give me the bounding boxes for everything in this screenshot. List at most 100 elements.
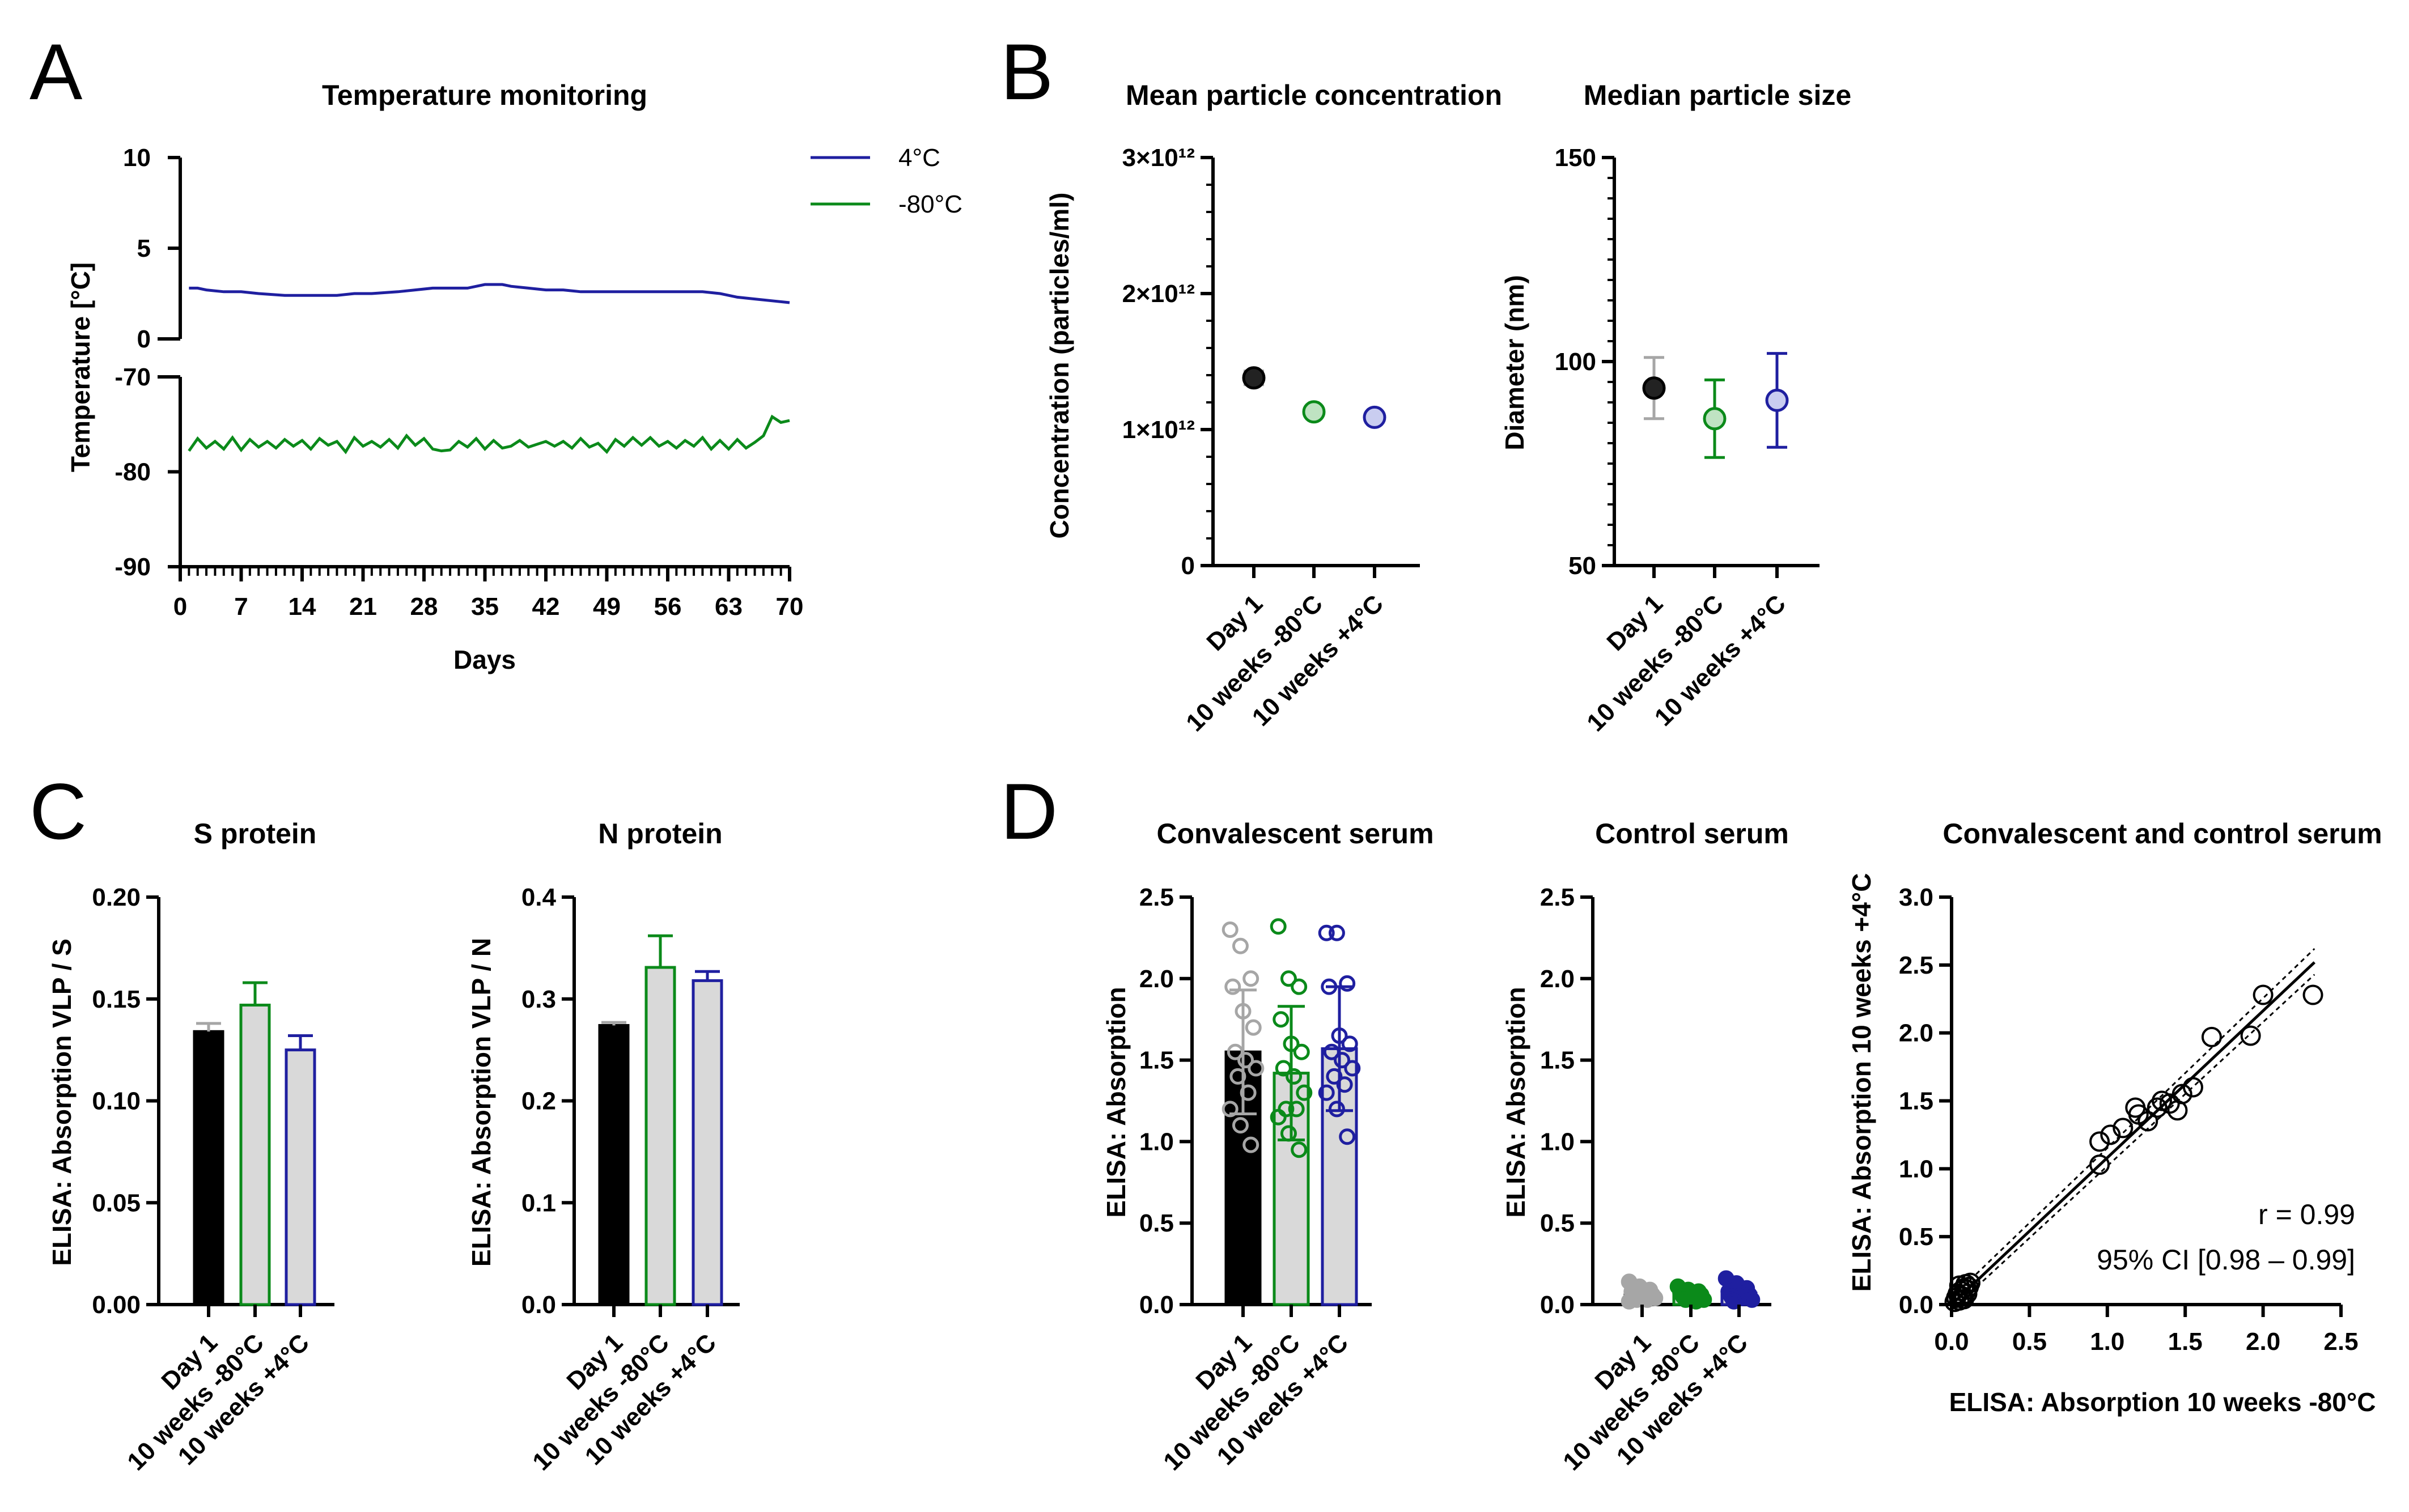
chart-d2-data-point xyxy=(1621,1293,1638,1310)
chart-a-y-tick-label: -90 xyxy=(114,553,151,581)
chart-d1-data-point xyxy=(1273,1011,1290,1028)
chart-b1-y-tick-label: 2×10¹² xyxy=(1122,280,1195,308)
chart-d1-y-tick-label: 2.0 xyxy=(1139,965,1174,993)
chart-c2-y-tick-label: 0.4 xyxy=(521,884,557,911)
chart-d1-data-point xyxy=(1280,1125,1297,1142)
chart-d2-y-tick-label: 1.0 xyxy=(1540,1128,1575,1156)
chart-d1-data-point xyxy=(1237,1052,1254,1069)
chart-d2-data-point xyxy=(1687,1293,1704,1310)
chart-d2-data-point xyxy=(1639,1291,1656,1308)
chart-d3-data-point xyxy=(2113,1118,2134,1139)
chart-c1-y-tick-label: 0.10 xyxy=(92,1088,141,1115)
chart-d3-data-point xyxy=(2137,1111,2158,1132)
chart-d1-data-point xyxy=(1283,1035,1300,1052)
chart-c2-y-tick-label: 0.1 xyxy=(521,1189,556,1217)
panel-label-b: B xyxy=(1000,27,1053,116)
chart-a-x-tick-label: 56 xyxy=(654,593,682,621)
chart-d1-y-tick-label: 0.5 xyxy=(1139,1209,1174,1237)
chart-b2-point xyxy=(1765,388,1789,412)
chart-b1-point xyxy=(1242,366,1266,390)
chart-a-x-tick-label: 35 xyxy=(471,593,499,621)
chart-b1-y-tick-label: 1×10¹² xyxy=(1122,416,1195,444)
chart-a-series-4c-line xyxy=(189,283,790,304)
chart-d1-data-point xyxy=(1339,975,1356,992)
chart-b2-ylabel: Diameter (nm) xyxy=(1500,275,1529,450)
chart-d1-data-point xyxy=(1222,1101,1239,1118)
chart-d1-data-point xyxy=(1232,1117,1249,1134)
chart-a-title: Temperature monitoring xyxy=(322,79,647,111)
chart-d1-data-point xyxy=(1288,1101,1305,1118)
chart-d1-data-point xyxy=(1318,924,1335,941)
chart-d1-data-point xyxy=(1336,1076,1353,1093)
chart-d3-y-tick-label: 0.5 xyxy=(1899,1223,1933,1251)
chart-d1-data-point xyxy=(1318,1084,1335,1101)
chart-c2-y-tick-label: 0.3 xyxy=(521,986,556,1013)
chart-c1-ylabel: ELISA: Absorption VLP / S xyxy=(47,938,77,1266)
chart-d3-x-tick-label: 0.0 xyxy=(1934,1328,1969,1356)
chart-b2-point xyxy=(1642,376,1666,400)
chart-b2-y-tick-label: 50 xyxy=(1568,552,1596,580)
chart-b1-ylabel: Concentration (particles/ml) xyxy=(1045,193,1074,539)
chart-d1-data-point xyxy=(1242,1136,1259,1153)
chart-b1-title: Mean particle concentration xyxy=(1126,79,1502,111)
chart-d3-data-point xyxy=(2089,1154,2110,1175)
chart-c2-bar xyxy=(644,966,676,1306)
chart-d2-data-point xyxy=(1725,1293,1742,1310)
chart-a-x-tick-label: 21 xyxy=(349,593,377,621)
legend-label-4c: 4°C xyxy=(898,144,940,172)
chart-d2-y-tick-label: 1.5 xyxy=(1540,1047,1575,1074)
chart-a-ylabel: Temperature [°C] xyxy=(66,262,95,472)
chart-d3-data-point xyxy=(2089,1131,2110,1152)
chart-c1-y-tick-label: 0.15 xyxy=(92,986,141,1013)
chart-d3-x-tick-label: 1.5 xyxy=(2168,1328,2203,1356)
chart-d1-data-point xyxy=(1328,1101,1345,1118)
chart-b1-y-tick-label: 0 xyxy=(1181,552,1195,580)
chart-a-y-tick-label: -70 xyxy=(114,363,151,391)
chart-c2-y-tick-label: 0.0 xyxy=(521,1291,556,1319)
chart-d3-y-tick-label: 1.0 xyxy=(1899,1155,1933,1183)
chart-d1-data-point xyxy=(1323,1043,1340,1060)
chart-d1-ylabel: ELISA: Absorption xyxy=(1101,987,1131,1217)
chart-b2-point xyxy=(1703,407,1727,431)
chart-d1-data-point xyxy=(1341,1035,1358,1052)
chart-d3-r-annotation: r = 0.99 xyxy=(2258,1199,2355,1230)
chart-d3-data-point xyxy=(1953,1289,1974,1310)
chart-d3-x-tick-label: 2.0 xyxy=(2246,1328,2280,1356)
chart-a-x-tick-label: 28 xyxy=(410,593,438,621)
chart-d1-data-point xyxy=(1296,1084,1313,1101)
chart-a-x-tick-label: 63 xyxy=(715,593,743,621)
chart-c1-bar xyxy=(193,1030,224,1306)
chart-a-x-tick-label: 7 xyxy=(234,593,248,621)
chart-d3-data-point xyxy=(2182,1077,2203,1098)
chart-d3-y-tick-label: 2.5 xyxy=(1899,952,1933,979)
chart-d3-data-point xyxy=(2253,984,2274,1005)
chart-d1-data-point xyxy=(1291,978,1308,995)
chart-c1-title: S protein xyxy=(194,818,317,850)
chart-c1-y-tick-label: 0.05 xyxy=(92,1189,141,1217)
chart-d3-data-point xyxy=(2240,1025,2261,1046)
chart-a-x-tick-label: 70 xyxy=(776,593,804,621)
chart-c2-ylabel: ELISA: Absorption VLP / N xyxy=(466,938,496,1267)
chart-d1-data-point xyxy=(1240,1084,1257,1101)
chart-d2-y-tick-label: 2.5 xyxy=(1540,884,1575,911)
chart-d1-data-point xyxy=(1227,1043,1244,1060)
chart-b2-y-tick-label: 100 xyxy=(1555,348,1596,376)
chart-d2-y-tick-label: 2.0 xyxy=(1540,965,1575,993)
chart-d3-x-tick-label: 2.5 xyxy=(2323,1328,2358,1356)
chart-d3-y-tick-label: 1.5 xyxy=(1899,1088,1933,1115)
chart-d3-fit-line xyxy=(1950,961,2315,1306)
chart-d2-ylabel: ELISA: Absorption xyxy=(1501,987,1530,1217)
chart-b1-point xyxy=(1363,405,1386,429)
chart-d1-title: Convalescent serum xyxy=(1156,818,1433,850)
chart-a-x-tick-label: 14 xyxy=(289,593,316,621)
chart-d1-data-point xyxy=(1291,1141,1308,1158)
chart-d1-data-point xyxy=(1229,1068,1246,1085)
chart-d1-data-point xyxy=(1235,1003,1252,1020)
chart-b2-title: Median particle size xyxy=(1584,79,1851,111)
chart-d3-data-point xyxy=(1957,1279,1978,1300)
chart-d1-data-point xyxy=(1321,978,1338,995)
chart-c2-y-tick-label: 0.2 xyxy=(521,1088,556,1115)
chart-d1-data-point xyxy=(1286,1068,1303,1085)
chart-d2-y-tick-label: 0.5 xyxy=(1540,1209,1575,1237)
